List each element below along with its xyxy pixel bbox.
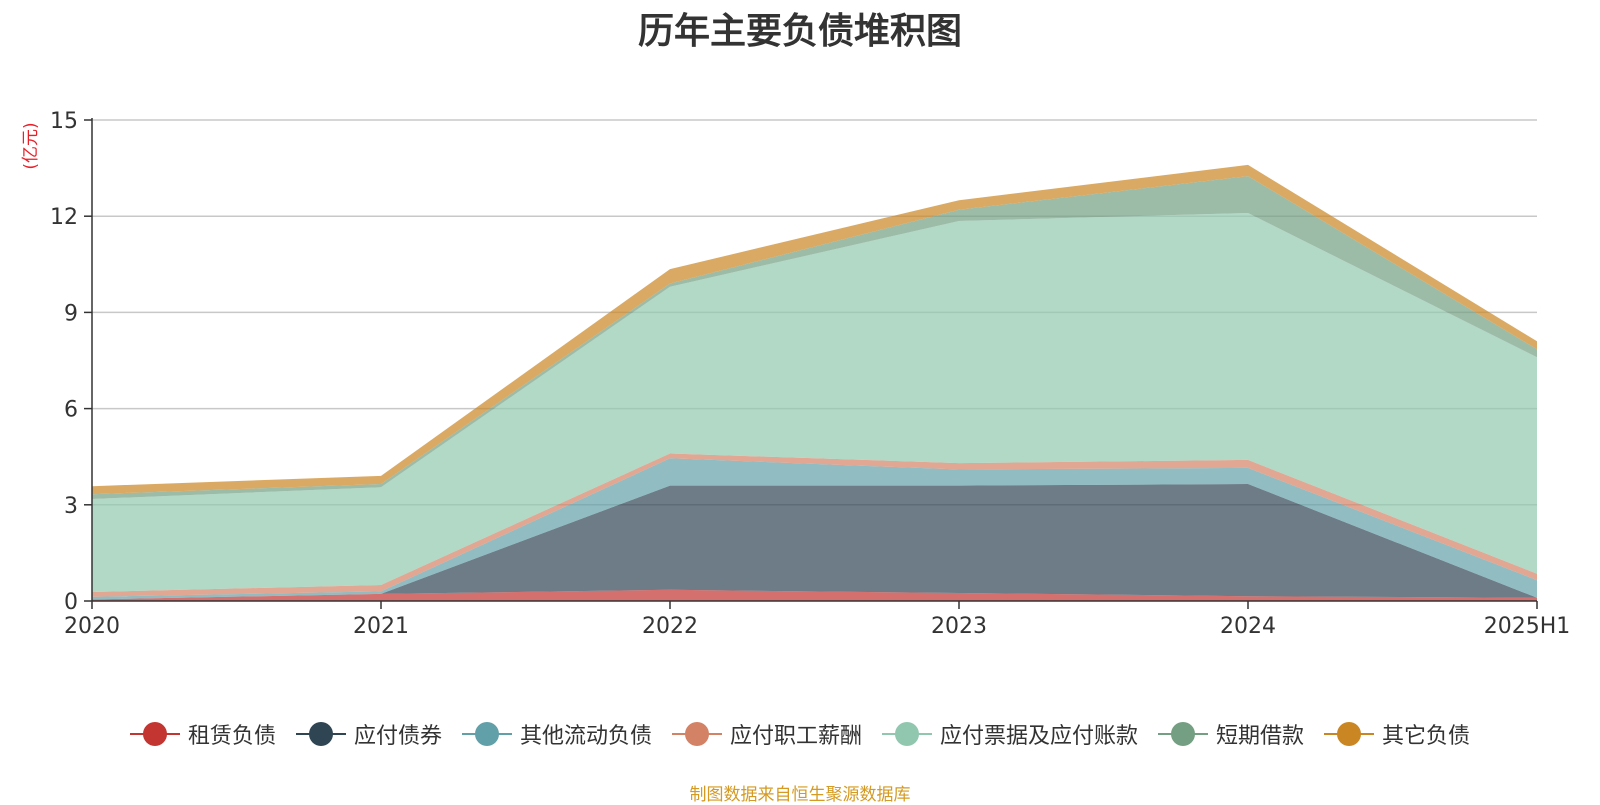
legend-label: 应付职工薪酬 [729,724,862,749]
area-series [92,164,1537,601]
legend-label: 短期借款 [1216,724,1305,749]
legend-item[interactable]: 应付票据及应付账款 [882,718,1138,750]
y-tick-label: 3 [64,494,78,519]
legend-marker-icon [1324,721,1375,747]
legend-item[interactable]: 其它负债 [1324,718,1470,750]
legend-item[interactable]: 租赁负债 [129,718,276,750]
legend-marker-icon [882,721,932,747]
area-series-1 [92,484,1537,600]
chart-title: 历年主要负债堆积图 [637,11,962,52]
y-axis-unit-label: (亿元) [21,122,41,169]
legend-marker-icon [461,721,512,747]
legend-item[interactable]: 短期借款 [1158,718,1304,750]
area-series-2 [92,458,1537,600]
legend-marker-icon [1158,721,1209,747]
x-tick-label: 2020 [64,614,120,639]
source-note: 制图数据来自恒生聚源数据库 [689,785,911,805]
x-tick-label: 2024 [1220,614,1276,639]
x-tick-label: 2021 [353,614,409,639]
x-tick-label: 2023 [931,614,987,639]
legend-item[interactable]: 应付职工薪酬 [671,718,862,750]
legend-label: 其他流动负债 [519,724,652,749]
area-series-0 [92,589,1537,601]
x-tick-label: 2025H1 [1484,614,1571,639]
legend-marker-icon [129,721,180,747]
legend-label: 其它负债 [1382,724,1471,749]
y-tick-label: 15 [50,109,78,134]
legend-marker-icon [671,721,722,747]
legend-label: 应付票据及应付账款 [940,724,1139,749]
legend: 租赁负债 应付债券 其他流动负债 应付职工薪酬 应付票据及应付账款 短期借款 其它负债 [0,718,1600,750]
legend-label: 应付债券 [353,724,442,749]
y-tick-label: 12 [50,205,78,230]
area-series-4 [92,213,1537,592]
legend-marker-icon [295,721,346,747]
legend-item[interactable]: 应付债券 [295,718,442,750]
legend-item[interactable]: 其他流动负债 [461,718,652,750]
axes: 0 3 6 9 12 15 2020 2021 2022 2023 2024 2025H1 [50,109,1570,639]
y-tick-label: 0 [64,590,78,615]
legend-label: 租赁负债 [187,724,276,749]
y-tick-label: 6 [64,398,78,423]
x-tick-label: 2022 [642,614,698,639]
y-tick-label: 9 [64,301,78,326]
